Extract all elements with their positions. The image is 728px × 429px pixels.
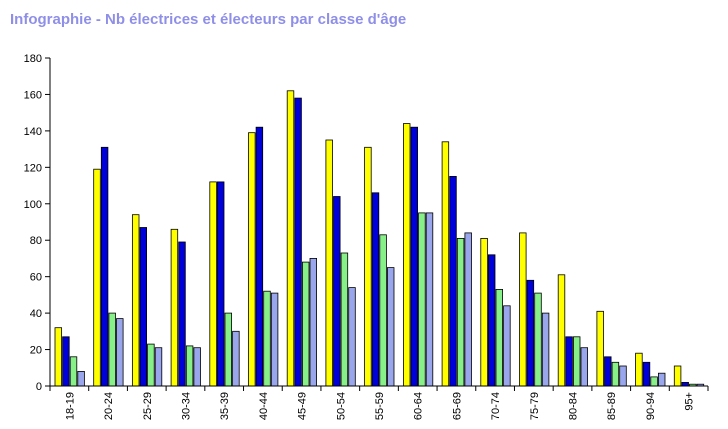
- x-tick-label-80-84: 80-84: [568, 392, 580, 420]
- x-tick-label-85-89: 85-89: [606, 392, 618, 420]
- bar-s1-20-24: [93, 168, 101, 387]
- bar-s1-50-54: [325, 139, 333, 387]
- bar-s4-45-49: [309, 257, 317, 387]
- y-tick-label-80: 80: [30, 235, 42, 247]
- bar-s3-30-34: [185, 345, 194, 387]
- bar-s1-18-19: [54, 327, 62, 387]
- x-tick-label-55-59: 55-59: [374, 392, 386, 420]
- bar-s2-60-64: [410, 126, 418, 387]
- bar-s3-70-74: [495, 288, 503, 387]
- bar-s3-35-39: [224, 312, 232, 387]
- bar-s4-65-69: [464, 232, 472, 387]
- y-tick-label-0: 0: [36, 381, 42, 393]
- bar-s2-75-79: [526, 279, 535, 387]
- bar-s2-40-44: [255, 126, 264, 387]
- bar-s2-25-29: [139, 227, 147, 387]
- bar-s3-75-79: [534, 292, 542, 387]
- y-tick-label-120: 120: [24, 162, 42, 174]
- x-tick-label-95+: 95+: [684, 392, 696, 411]
- bar-s4-85-89: [619, 365, 627, 387]
- bar-s4-25-29: [154, 347, 163, 387]
- x-tick-label-18-19: 18-19: [64, 392, 76, 420]
- bar-s3-80-84: [573, 336, 581, 387]
- bar-s1-55-59: [364, 146, 372, 387]
- bar-s3-65-69: [456, 237, 465, 387]
- bar-s1-95+: [673, 365, 682, 387]
- bar-s2-18-19: [62, 336, 70, 387]
- bar-s1-60-64: [402, 123, 411, 387]
- bar-s2-20-24: [100, 146, 109, 387]
- x-tick-label-30-34: 30-34: [180, 392, 192, 420]
- bar-s1-30-34: [170, 228, 179, 387]
- bar-s1-75-79: [519, 232, 527, 387]
- x-tick-label-75-79: 75-79: [529, 392, 541, 420]
- chart-title: Infographie - Nb électrices et électeurs…: [10, 11, 407, 28]
- bar-s4-20-24: [116, 318, 124, 387]
- bar-s4-35-39: [232, 330, 240, 387]
- bar-s1-65-69: [441, 141, 450, 387]
- bar-s2-70-74: [487, 254, 496, 387]
- bar-s3-60-64: [418, 212, 426, 387]
- y-tick-label-180: 180: [24, 53, 42, 65]
- x-tick-label-60-64: 60-64: [413, 392, 425, 420]
- bar-s4-75-79: [541, 312, 550, 387]
- x-tick-label-40-44: 40-44: [258, 392, 270, 420]
- bar-s2-95+: [681, 381, 689, 387]
- bar-s4-50-54: [348, 287, 356, 387]
- bar-s1-70-74: [480, 237, 488, 387]
- y-tick-label-60: 60: [30, 272, 42, 284]
- x-tick-label-65-69: 65-69: [451, 392, 463, 420]
- x-tick-label-45-49: 45-49: [297, 392, 309, 420]
- bar-s4-55-59: [386, 267, 395, 387]
- x-tick-label-25-29: 25-29: [142, 392, 154, 420]
- bar-s4-70-74: [503, 305, 511, 387]
- bar-s1-85-89: [596, 310, 604, 387]
- bar-s2-55-59: [371, 192, 380, 387]
- bar-s3-40-44: [263, 290, 271, 387]
- bar-s1-40-44: [248, 132, 256, 387]
- bar-s3-45-49: [301, 261, 310, 387]
- x-tick-label-50-54: 50-54: [335, 392, 347, 420]
- bar-s4-30-34: [193, 347, 201, 387]
- y-tick-label-40: 40: [30, 308, 42, 320]
- bar-s2-45-49: [294, 97, 302, 387]
- bar-s2-35-39: [216, 181, 225, 387]
- bar-s4-80-84: [580, 347, 588, 387]
- bar-s4-60-64: [425, 212, 434, 387]
- y-tick-label-160: 160: [24, 89, 42, 101]
- bar-s2-85-89: [604, 356, 612, 387]
- bar-s3-20-24: [108, 312, 116, 387]
- bar-s1-25-29: [131, 214, 140, 387]
- bar-s4-40-44: [270, 292, 279, 387]
- y-tick-label-20: 20: [30, 345, 42, 357]
- bar-s4-90-94: [658, 372, 666, 387]
- x-tick-label-20-24: 20-24: [103, 392, 115, 420]
- bar-s3-55-59: [379, 234, 387, 387]
- x-tick-label-35-39: 35-39: [219, 392, 231, 420]
- bar-s3-25-29: [147, 343, 155, 387]
- bar-s3-18-19: [69, 356, 78, 387]
- y-tick-label-140: 140: [24, 126, 42, 138]
- bar-s3-50-54: [340, 252, 349, 387]
- bar-s2-50-54: [333, 196, 341, 387]
- bar-s1-45-49: [286, 90, 295, 387]
- y-tick-label-100: 100: [24, 199, 42, 211]
- bar-s3-90-94: [650, 376, 658, 387]
- bar-s2-90-94: [642, 361, 651, 387]
- bar-s1-35-39: [209, 181, 217, 387]
- x-tick-label-70-74: 70-74: [490, 392, 502, 420]
- bar-s1-80-84: [557, 274, 566, 387]
- bar-s4-18-19: [77, 370, 85, 387]
- x-tick-label-90-94: 90-94: [645, 392, 657, 420]
- bar-s3-85-89: [611, 361, 620, 387]
- bar-s2-80-84: [565, 336, 573, 387]
- bar-s2-65-69: [449, 175, 457, 387]
- bar-s1-90-94: [635, 352, 643, 387]
- bar-s2-30-34: [178, 241, 186, 387]
